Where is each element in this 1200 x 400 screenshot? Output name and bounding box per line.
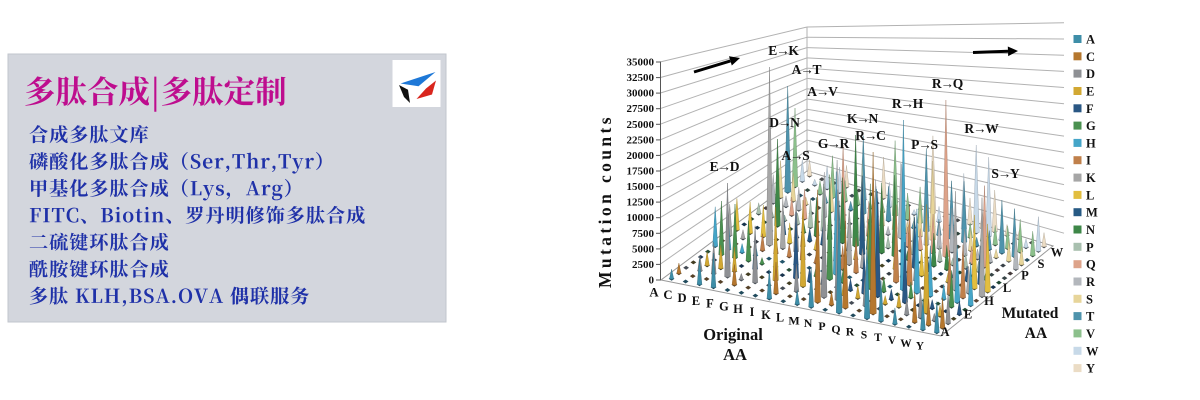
svg-text:Q: Q <box>1086 258 1096 272</box>
svg-text:A→T: A→T <box>792 62 822 77</box>
svg-text:12500: 12500 <box>627 197 655 209</box>
svg-text:A: A <box>940 325 949 339</box>
svg-text:V: V <box>888 335 897 347</box>
svg-text:7500: 7500 <box>632 228 655 240</box>
svg-text:22500: 22500 <box>627 134 655 146</box>
svg-text:E: E <box>1086 85 1094 99</box>
svg-text:E→D: E→D <box>710 159 740 174</box>
svg-text:E: E <box>964 308 972 322</box>
svg-text:35000: 35000 <box>627 57 655 69</box>
svg-text:G: G <box>719 299 729 313</box>
svg-text:2500: 2500 <box>632 259 655 271</box>
svg-text:D→N: D→N <box>769 115 800 130</box>
svg-text:T: T <box>1086 310 1095 324</box>
svg-text:M: M <box>788 313 799 327</box>
svg-text:P→S: P→S <box>911 137 937 152</box>
svg-text:L: L <box>776 311 784 325</box>
svg-text:A: A <box>649 285 659 299</box>
svg-text:H: H <box>1086 136 1096 150</box>
svg-text:P: P <box>1086 240 1094 254</box>
svg-text:AA: AA <box>723 345 747 364</box>
svg-text:I: I <box>1086 154 1091 168</box>
svg-text:32500: 32500 <box>627 72 655 84</box>
svg-text:5000: 5000 <box>632 243 655 255</box>
svg-text:AA: AA <box>1025 325 1048 342</box>
svg-text:K: K <box>761 308 771 322</box>
svg-text:Y: Y <box>1086 362 1095 376</box>
svg-text:W: W <box>900 338 912 350</box>
svg-text:Q: Q <box>831 322 840 336</box>
svg-text:C: C <box>663 288 672 302</box>
svg-text:R→H: R→H <box>892 96 924 111</box>
svg-text:10000: 10000 <box>627 212 655 224</box>
svg-text:P: P <box>818 319 825 333</box>
svg-text:A→S: A→S <box>781 148 809 163</box>
svg-text:30000: 30000 <box>627 88 655 100</box>
svg-text:15000: 15000 <box>627 181 655 193</box>
svg-text:W: W <box>1051 246 1064 260</box>
svg-text:G: G <box>1086 119 1096 133</box>
svg-text:D: D <box>1086 67 1095 81</box>
svg-text:E: E <box>692 294 700 308</box>
svg-text:S: S <box>1038 257 1045 271</box>
svg-text:M: M <box>1086 206 1098 220</box>
svg-text:W: W <box>1086 344 1099 358</box>
svg-text:N: N <box>804 316 813 330</box>
svg-text:A: A <box>1086 33 1095 47</box>
svg-text:K→N: K→N <box>847 111 879 126</box>
svg-text:I: I <box>750 305 755 319</box>
svg-text:K: K <box>1086 171 1096 185</box>
svg-text:0: 0 <box>649 275 655 287</box>
svg-text:H: H <box>733 302 743 316</box>
svg-text:R: R <box>846 326 855 339</box>
svg-text:F: F <box>1086 102 1094 116</box>
svg-text:L: L <box>1003 281 1011 295</box>
svg-text:A→V: A→V <box>807 84 838 99</box>
svg-text:Mutated: Mutated <box>1002 305 1059 322</box>
svg-text:F: F <box>706 297 714 311</box>
svg-text:S→Y: S→Y <box>991 166 1020 181</box>
svg-text:P: P <box>1021 269 1029 283</box>
svg-text:H: H <box>984 294 994 308</box>
svg-text:S: S <box>861 328 867 341</box>
svg-text:Original: Original <box>703 325 763 344</box>
svg-text:R→C: R→C <box>855 128 885 143</box>
svg-text:C: C <box>1086 50 1095 64</box>
svg-text:R: R <box>1086 275 1096 289</box>
svg-text:S: S <box>1086 292 1093 306</box>
svg-text:V: V <box>1086 327 1095 341</box>
svg-text:N: N <box>1086 223 1095 237</box>
svg-text:R→Q: R→Q <box>932 76 963 91</box>
svg-text:20000: 20000 <box>627 150 655 162</box>
svg-text:R→W: R→W <box>964 121 999 136</box>
svg-text:T: T <box>874 332 882 344</box>
svg-text:Mutation counts: Mutation counts <box>595 114 615 288</box>
svg-text:E→K: E→K <box>768 43 799 58</box>
svg-text:25000: 25000 <box>627 119 655 131</box>
svg-text:Y: Y <box>916 341 924 353</box>
svg-text:27500: 27500 <box>627 103 655 115</box>
svg-text:17500: 17500 <box>627 166 655 178</box>
svg-text:L: L <box>1086 188 1094 202</box>
svg-text:G→R: G→R <box>818 136 850 151</box>
svg-text:D: D <box>677 291 686 305</box>
